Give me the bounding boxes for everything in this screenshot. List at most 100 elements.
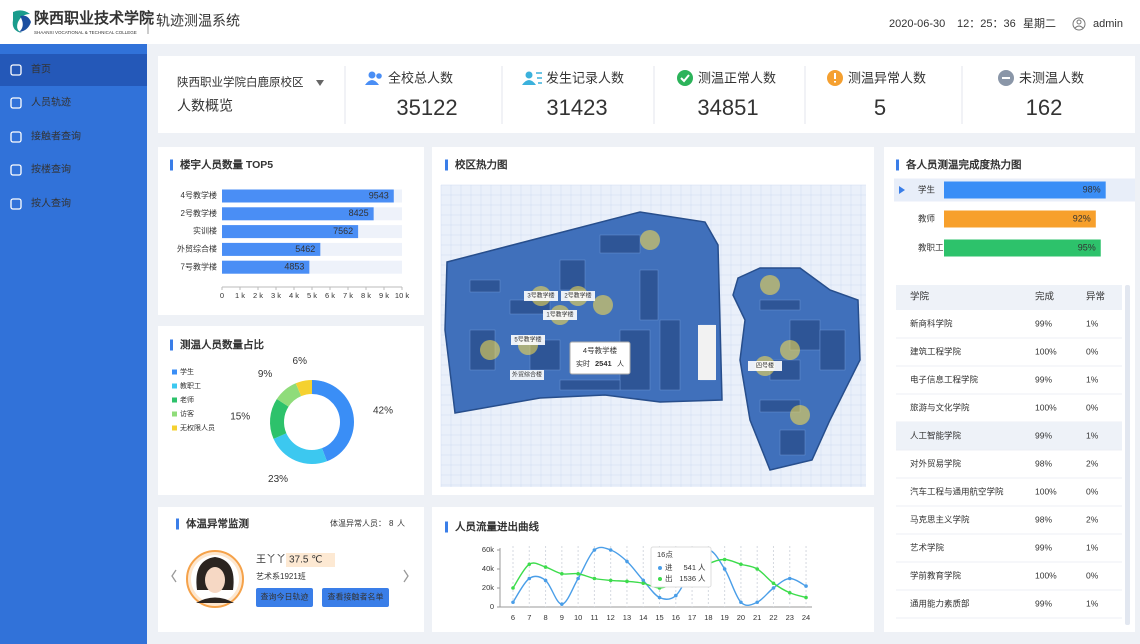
legend-label: 无权限人员	[180, 423, 215, 432]
x-tick-label: 8 k	[361, 291, 371, 300]
x-tick-label: 24	[802, 613, 810, 622]
popup-unit: 人	[617, 360, 624, 368]
carousel-prev[interactable]	[171, 569, 177, 583]
table-cell: 2%	[1086, 514, 1099, 524]
stat-label: 测温异常人数	[848, 70, 926, 85]
menu-item[interactable]: 按楼查询	[31, 163, 71, 176]
map-label-bg	[543, 310, 577, 320]
menu-item[interactable]: 按人查询	[31, 197, 71, 210]
title-marker	[176, 518, 179, 530]
table-cell: 马克思主义学院	[910, 514, 970, 524]
y-tick-label: 0	[490, 602, 494, 611]
map-label-bg	[748, 361, 782, 371]
scrollbar	[1125, 285, 1130, 625]
button-label[interactable]: 查询今日轨迹	[261, 592, 309, 602]
slice-label: 15%	[230, 412, 250, 423]
map-label: 四号楼	[756, 362, 774, 370]
legend-label: 老师	[180, 395, 194, 404]
menu-item[interactable]: 接触者查询	[31, 130, 81, 143]
series-point	[771, 586, 776, 590]
map-label: 外贸综合楼	[512, 371, 542, 379]
table-cell: 1%	[1086, 374, 1099, 384]
person-class: 艺术系1921班	[256, 571, 306, 581]
series-point	[608, 548, 613, 552]
campus-select[interactable]: 陕西职业学院白鹿原校区	[177, 75, 304, 89]
series-point	[576, 576, 580, 581]
heat-spot	[640, 230, 660, 250]
table-cell: 2%	[1086, 458, 1099, 468]
series-point	[641, 581, 646, 586]
pie-slice	[312, 380, 355, 462]
series-point	[755, 567, 759, 571]
series-point	[722, 567, 727, 571]
x-tick-label: 0	[220, 291, 224, 300]
time: 12：25：36	[957, 18, 1016, 30]
menu-icon	[10, 164, 22, 176]
bar	[944, 239, 1101, 257]
table-cell: 0%	[1086, 570, 1099, 580]
y-tick-label: 20k	[482, 583, 494, 592]
series-point	[739, 562, 743, 567]
tooltip-series: 进	[665, 563, 673, 572]
value-label: 8425	[349, 208, 369, 218]
x-tick-label: 5 k	[307, 291, 317, 300]
map-label-bg	[561, 291, 595, 301]
title-marker	[170, 159, 173, 171]
series-point	[771, 581, 776, 586]
x-tick-label: 12	[607, 613, 615, 622]
category-label: 教职工	[918, 242, 944, 252]
series-point	[787, 576, 792, 581]
row-highlight	[896, 422, 1122, 450]
table-cell: 汽车工程与通用航空学院	[910, 486, 1004, 496]
series-point	[787, 590, 792, 595]
bar	[222, 260, 310, 274]
series-point	[511, 586, 515, 590]
x-tick-label: 6 k	[325, 291, 335, 300]
series-point	[722, 557, 727, 562]
slice-label: 9%	[258, 369, 273, 380]
menu-item[interactable]: 首页	[31, 63, 51, 76]
bar	[944, 210, 1096, 228]
button[interactable]	[322, 588, 389, 607]
legend-label: 教职工	[180, 381, 201, 390]
table-cell: 艺术学院	[910, 542, 945, 552]
tooltip-title: 16点	[657, 550, 673, 559]
campus-area	[444, 211, 723, 414]
alert-unit: 人	[397, 519, 405, 528]
x-tick-label: 4 k	[289, 291, 299, 300]
table-cell: 99%	[1035, 430, 1052, 440]
card-title: 楼宇人员数量 TOP5	[180, 158, 273, 171]
button-label[interactable]: 查看接触者名单	[328, 592, 384, 602]
map-label-bg	[511, 335, 545, 345]
temperature-bg	[286, 553, 335, 567]
y-tick-label: 60k	[482, 545, 494, 554]
x-tick-label: 15	[655, 613, 663, 622]
x-tick-label: 16	[672, 613, 680, 622]
table-cell: 100%	[1035, 570, 1057, 580]
button[interactable]	[256, 588, 313, 607]
stat-label: 全校总人数	[388, 70, 453, 85]
building	[779, 429, 806, 456]
series-point	[560, 571, 564, 576]
category-label: 教师	[918, 213, 936, 223]
map-label-bg	[510, 370, 544, 380]
menu-item[interactable]: 人员轨迹	[31, 96, 71, 109]
series-point	[576, 571, 580, 576]
map-label: 3号教学楼	[527, 292, 554, 300]
menu-icon	[10, 97, 22, 109]
menu-icon	[10, 198, 22, 210]
card	[884, 147, 1135, 632]
series-point	[755, 600, 759, 605]
x-tick-label: 9	[560, 613, 564, 622]
category-label: 实训楼	[193, 226, 217, 236]
pie-slice	[269, 399, 289, 439]
series-point	[527, 562, 532, 567]
carousel-next[interactable]	[403, 569, 409, 583]
stat-icon-glyph	[680, 74, 690, 83]
bar	[222, 207, 374, 221]
value-label: 95%	[1078, 242, 1096, 252]
x-tick-label: 10	[574, 613, 582, 622]
tooltip-value: 1536	[679, 574, 696, 583]
tooltip-dot	[658, 566, 662, 570]
stat-value: 31423	[546, 95, 607, 120]
